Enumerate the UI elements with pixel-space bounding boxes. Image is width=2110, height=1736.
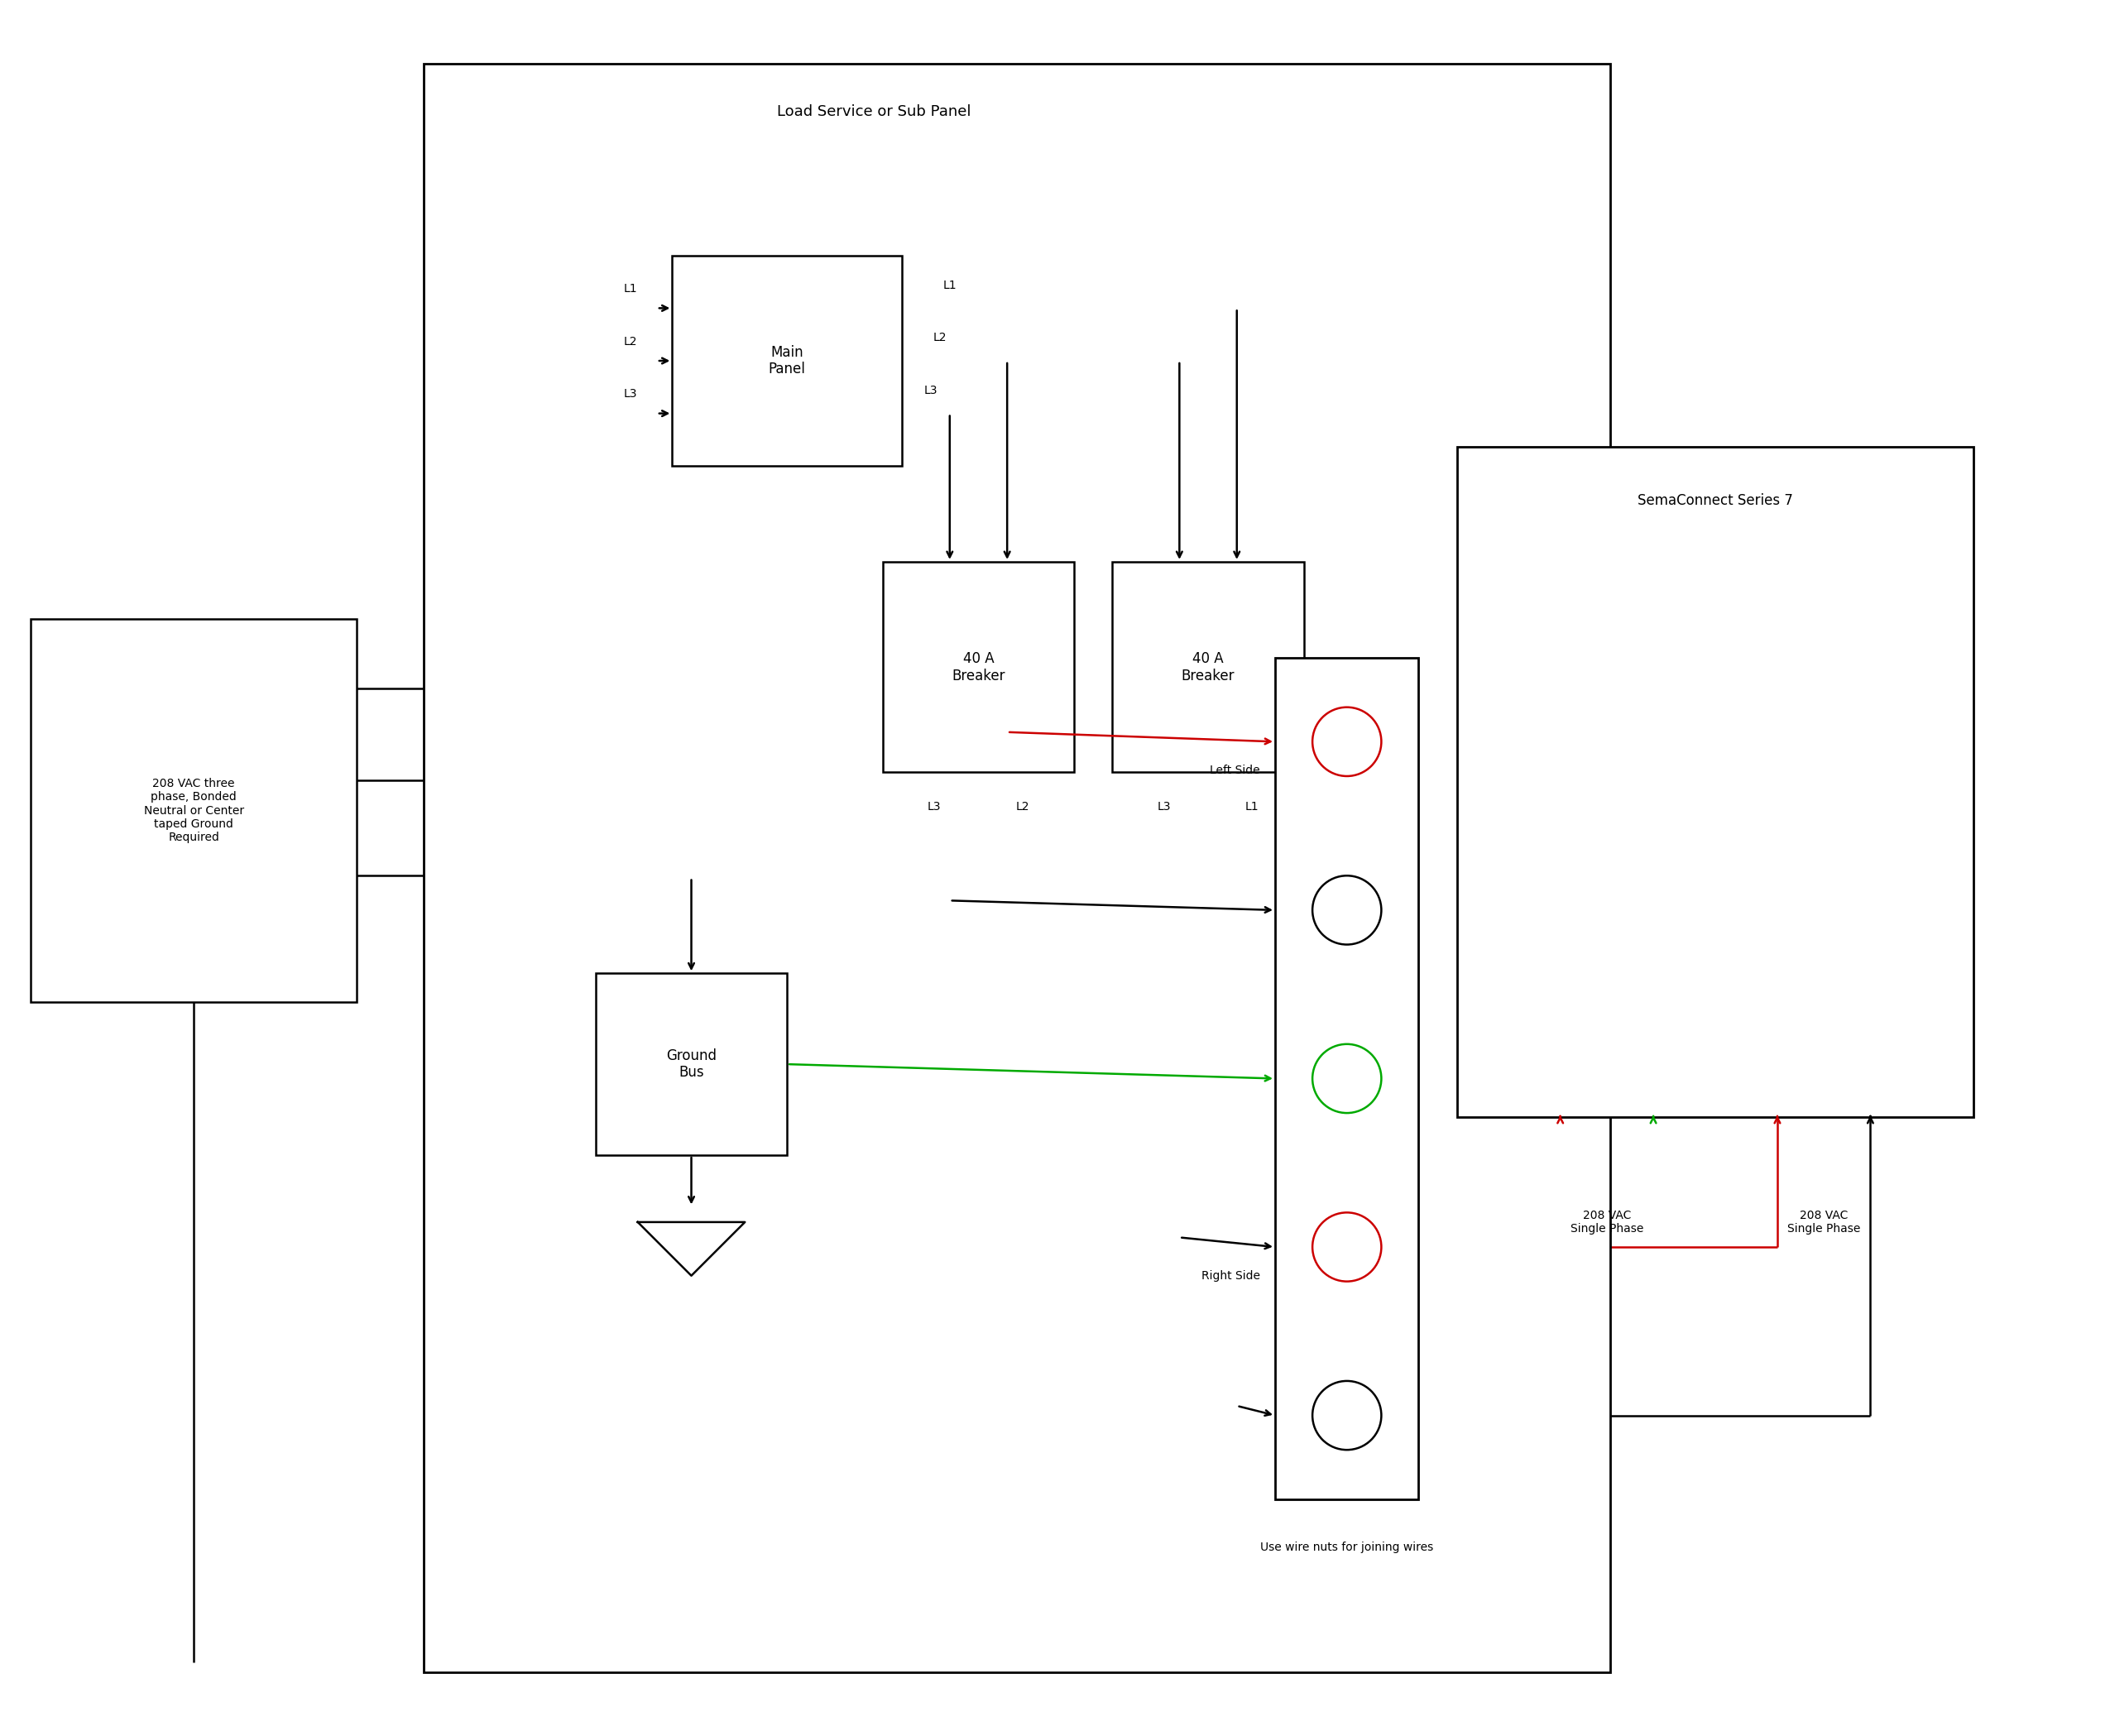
Text: SemaConnect Series 7: SemaConnect Series 7 [1637, 493, 1793, 509]
Text: L3: L3 [928, 800, 941, 812]
Circle shape [1312, 1043, 1382, 1113]
Text: L1: L1 [1245, 800, 1260, 812]
Text: Right Side: Right Side [1201, 1271, 1260, 1281]
Text: L3: L3 [1156, 800, 1171, 812]
Bar [595, 974, 787, 1154]
Text: L3: L3 [924, 385, 937, 396]
Text: L3: L3 [622, 389, 637, 399]
Text: L2: L2 [622, 335, 637, 347]
Text: 40 A
Breaker: 40 A Breaker [1182, 651, 1234, 682]
Circle shape [1312, 1380, 1382, 1450]
Circle shape [1312, 1212, 1382, 1281]
Text: Main
Panel: Main Panel [768, 345, 806, 377]
Text: L2: L2 [1015, 800, 1030, 812]
Text: L1: L1 [622, 283, 637, 295]
Bar [424, 64, 1610, 1672]
Bar [673, 255, 901, 465]
Bar [32, 620, 357, 1002]
Text: L2: L2 [933, 332, 947, 344]
Text: 208 VAC three
phase, Bonded
Neutral or Center
taped Ground
Required: 208 VAC three phase, Bonded Neutral or C… [143, 778, 245, 844]
Circle shape [1312, 707, 1382, 776]
Bar [882, 562, 1074, 773]
Text: Ground
Bus: Ground Bus [667, 1049, 717, 1080]
Bar [1112, 562, 1304, 773]
Text: Load Service or Sub Panel: Load Service or Sub Panel [776, 104, 971, 120]
Text: Use wire nuts for joining wires: Use wire nuts for joining wires [1260, 1542, 1433, 1554]
Text: L1: L1 [943, 279, 956, 292]
Bar [1456, 446, 1973, 1116]
Text: Left Side: Left Side [1209, 764, 1260, 776]
Text: 40 A
Breaker: 40 A Breaker [952, 651, 1004, 682]
Circle shape [1312, 875, 1382, 944]
Text: 208 VAC
Single Phase: 208 VAC Single Phase [1570, 1210, 1644, 1234]
Bar [1274, 658, 1418, 1500]
Text: 208 VAC
Single Phase: 208 VAC Single Phase [1787, 1210, 1861, 1234]
